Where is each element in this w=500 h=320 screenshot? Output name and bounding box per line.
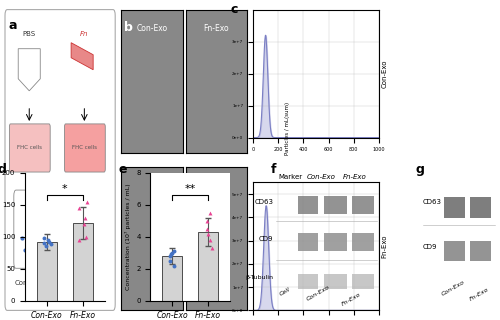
FancyBboxPatch shape [14,190,44,268]
FancyBboxPatch shape [69,190,100,268]
Point [74,205,82,211]
Point [42,244,50,249]
Point [170,263,177,268]
FancyBboxPatch shape [352,274,374,289]
Point [80,221,88,227]
Text: FHC cells: FHC cells [72,146,97,150]
FancyBboxPatch shape [324,196,346,214]
Point [75,237,83,243]
Text: d: d [0,163,6,176]
Point [44,237,52,243]
FancyBboxPatch shape [352,233,374,251]
Point [40,241,48,246]
Point [203,218,211,223]
Polygon shape [18,49,40,91]
Text: **: ** [184,184,196,194]
Polygon shape [71,43,93,70]
Point [40,236,48,241]
FancyBboxPatch shape [470,197,492,218]
FancyBboxPatch shape [298,196,318,214]
Text: CD9: CD9 [259,236,274,242]
Bar [73,223,93,301]
Text: e: e [118,163,127,176]
Point [204,226,212,231]
FancyBboxPatch shape [324,233,346,251]
FancyBboxPatch shape [352,196,374,214]
Point [204,231,212,236]
Point [46,242,54,247]
Bar [198,232,218,301]
FancyBboxPatch shape [470,241,492,261]
Text: Fn-Exo: Fn-Exo [204,24,229,33]
FancyBboxPatch shape [298,274,318,289]
FancyBboxPatch shape [298,233,318,251]
Bar [162,256,182,301]
FancyBboxPatch shape [64,124,106,172]
Point [166,258,174,263]
Bar [37,242,56,301]
Text: PBS: PBS [22,31,36,37]
Text: Con-Exo: Con-Exo [382,59,388,88]
Text: *: * [62,184,68,194]
Text: FHC cells: FHC cells [16,146,42,150]
Point [206,210,214,215]
Text: Con-Exo: Con-Exo [136,24,168,33]
FancyBboxPatch shape [444,241,464,261]
Point [83,199,91,204]
Text: Con-Exo: Con-Exo [307,174,336,180]
Point [168,250,176,255]
Text: Fn-Exo: Fn-Exo [72,280,96,286]
Text: g: g [416,163,424,176]
Text: f: f [270,163,276,176]
Text: Fn-Exo: Fn-Exo [468,287,489,302]
Point [80,215,88,220]
Text: CD9: CD9 [422,244,437,250]
Text: Con-Exo: Con-Exo [306,284,330,302]
Point [208,245,216,251]
Text: Con-Exo: Con-Exo [15,280,44,286]
Text: Marker: Marker [279,174,303,180]
Text: Particles / mL(sum): Particles / mL(sum) [285,101,290,155]
Point [170,249,178,254]
Y-axis label: Concentration (10⁷ particles / mL): Concentration (10⁷ particles / mL) [124,183,130,290]
Text: Cell: Cell [278,286,291,297]
FancyBboxPatch shape [444,197,464,218]
Text: Fn-Exo: Fn-Exo [343,174,366,180]
Text: Fn: Fn [80,31,88,37]
Text: CD63: CD63 [254,199,274,205]
FancyBboxPatch shape [324,274,346,289]
Text: Fn-Exo: Fn-Exo [382,235,388,258]
Point [166,253,173,259]
Text: Fn-Exo: Fn-Exo [341,292,362,307]
Point [168,252,175,257]
Point [206,237,214,243]
FancyBboxPatch shape [5,10,115,310]
Point [82,234,90,239]
Text: b: b [124,21,133,34]
Text: Con-Exo: Con-Exo [441,279,466,297]
Text: CD63: CD63 [422,199,442,205]
FancyBboxPatch shape [10,124,50,172]
Text: c: c [230,3,237,16]
Text: β-Tubulin: β-Tubulin [246,275,274,280]
Point [44,239,52,244]
Text: a: a [8,19,17,32]
